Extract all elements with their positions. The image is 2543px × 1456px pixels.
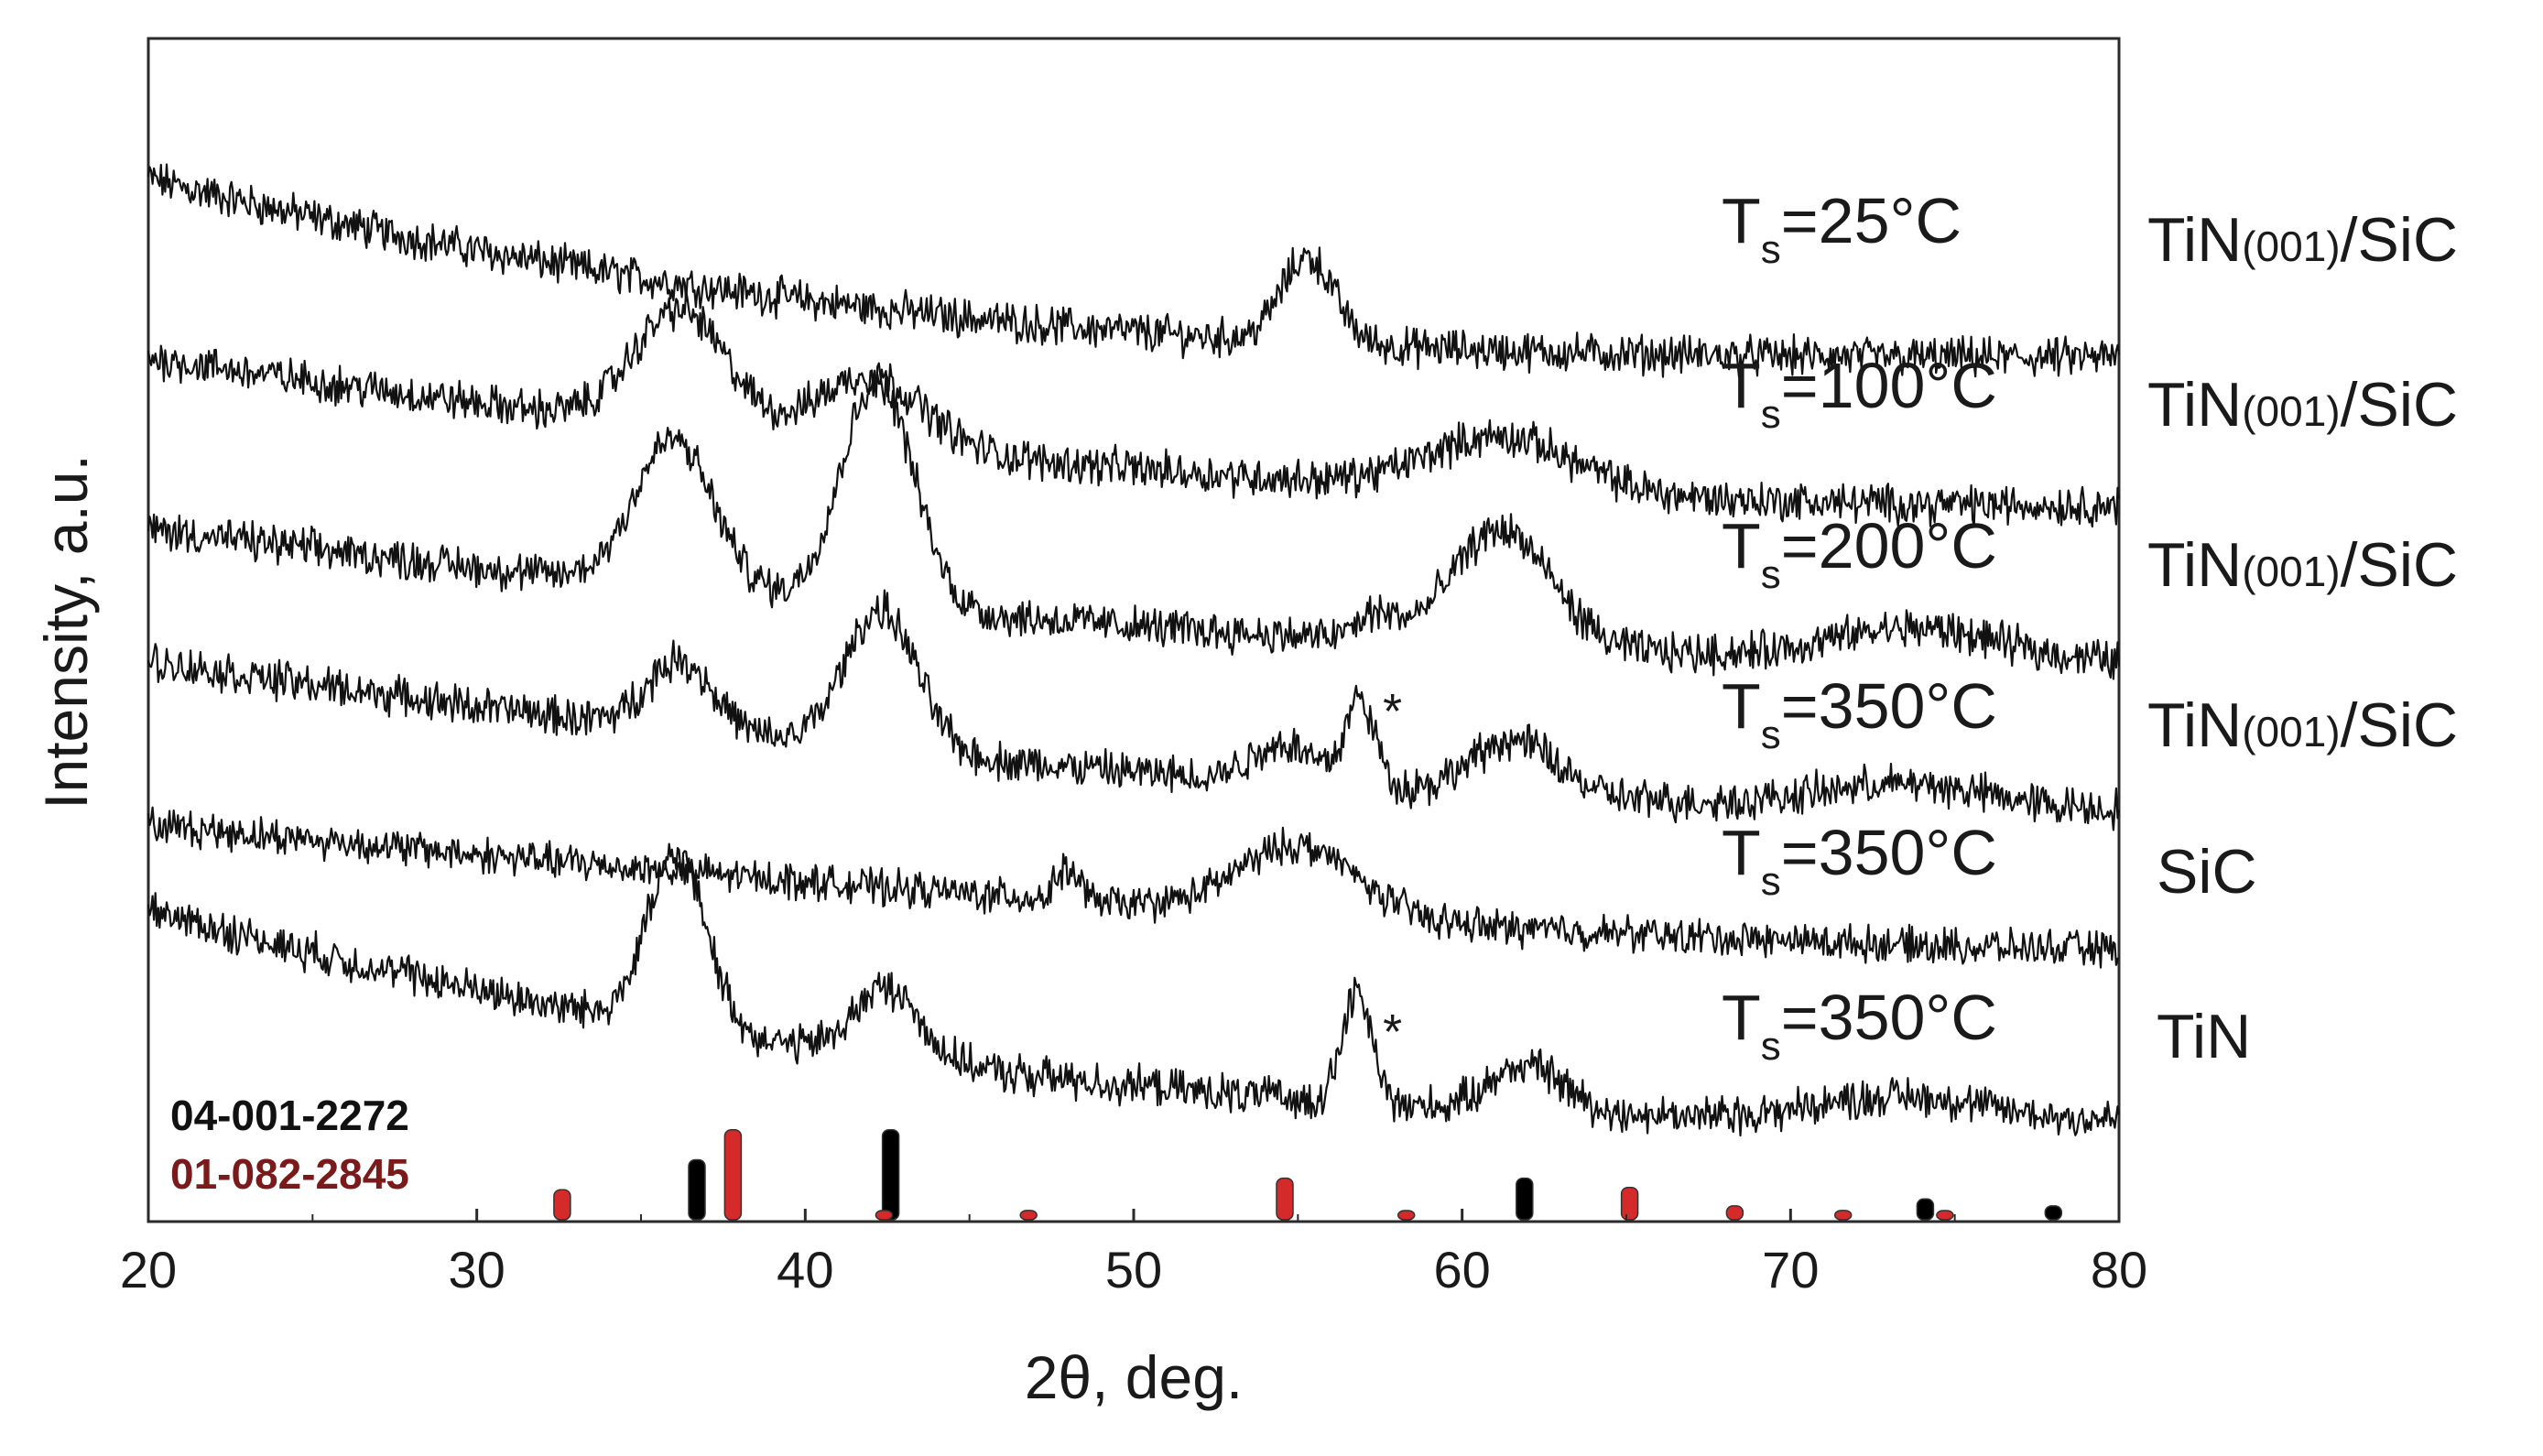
temperature-label-0: Ts=25°C <box>1722 185 1962 272</box>
reference-stick-01-082-2845-8 <box>1833 1210 1853 1221</box>
reference-stick-01-082-2845-4 <box>1276 1177 1294 1221</box>
sample-label-3: TiN(001)/SiC <box>2147 690 2458 760</box>
reference-stick-01-082-2845-7 <box>1725 1205 1744 1221</box>
peak-asterisk-5: * <box>1383 1005 1402 1059</box>
temperature-label-1: Ts=100°C <box>1722 350 1997 437</box>
series-line-3 <box>147 589 2121 831</box>
x-tick-label-40: 40 <box>777 1241 833 1298</box>
sample-label-4: SiC <box>2157 837 2257 907</box>
series-line-5 <box>147 842 2121 1137</box>
reference-label-04-001-2272: 04-001-2272 <box>170 1092 409 1139</box>
reference-stick-01-082-2845-5 <box>1396 1210 1416 1221</box>
reference-stick-04-001-2272-2 <box>1516 1177 1534 1221</box>
temperature-label-3: Ts=350°C <box>1722 670 1997 757</box>
x-tick-label-60: 60 <box>1434 1241 1491 1298</box>
reference-stick-01-082-2845-3 <box>1019 1210 1038 1221</box>
series-line-2 <box>147 362 2121 680</box>
reference-pattern-layer <box>553 1128 2063 1221</box>
reference-stick-04-001-2272-1 <box>881 1128 900 1221</box>
reference-stick-01-082-2845-1 <box>723 1128 743 1221</box>
x-axis-title: 2θ, deg. <box>1025 1343 1244 1411</box>
series-line-4 <box>147 806 2120 969</box>
reference-stick-04-001-2272-3 <box>1916 1198 1935 1221</box>
reference-label-01-082-2845: 01-082-2845 <box>170 1150 409 1198</box>
series-layer <box>147 163 2121 1137</box>
y-axis-title: Intensity, a.u. <box>32 454 100 809</box>
temperature-label-2: Ts=200°C <box>1722 510 1997 597</box>
reference-stick-04-001-2272-4 <box>2044 1205 2063 1221</box>
sample-label-2: TiN(001)/SiC <box>2147 530 2458 600</box>
sample-label-5: TiN <box>2157 1002 2251 1071</box>
reference-stick-01-082-2845-6 <box>1620 1186 1639 1221</box>
series-line-0 <box>147 163 2121 378</box>
peak-asterisk-3: * <box>1383 684 1402 739</box>
sample-label-1: TiN(001)/SiC <box>2147 370 2458 440</box>
series-line-1 <box>147 289 2121 528</box>
reference-stick-01-082-2845-0 <box>553 1189 571 1221</box>
sample-label-0: TiN(001)/SiC <box>2147 205 2458 275</box>
reference-stick-01-082-2845-9 <box>1936 1210 1954 1221</box>
x-tick-label-80: 80 <box>2091 1241 2147 1298</box>
temperature-label-5: Ts=350°C <box>1722 982 1997 1069</box>
x-axis: 20 30 40 50 60 70 80 <box>120 1209 2147 1298</box>
series-labels: Ts=25°C TiN(001)/SiC Ts=100°C TiN(001)/SiC T… <box>1383 185 2458 1071</box>
x-tick-label-70: 70 <box>1762 1241 1819 1298</box>
x-tick-label-50: 50 <box>1105 1241 1162 1298</box>
reference-stick-04-001-2272-0 <box>688 1158 706 1221</box>
reference-stick-01-082-2845-2 <box>875 1210 894 1221</box>
temperature-label-4: Ts=350°C <box>1722 817 1997 904</box>
x-tick-label-30: 30 <box>449 1241 505 1298</box>
x-tick-label-20: 20 <box>120 1241 177 1298</box>
